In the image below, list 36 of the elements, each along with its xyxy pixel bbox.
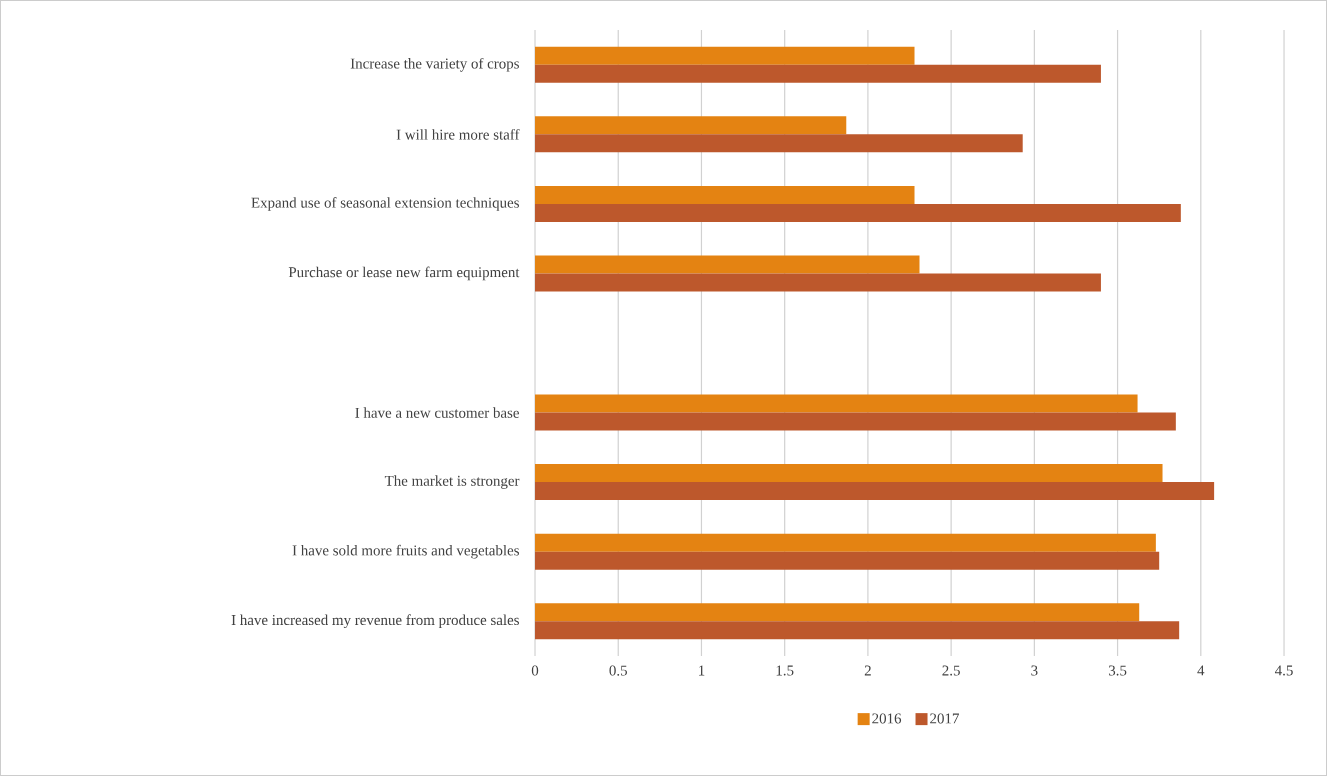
- bar: [535, 482, 1215, 501]
- bar: [535, 116, 847, 135]
- bar: [535, 134, 1023, 153]
- x-tick-label: 4.5: [1274, 665, 1293, 676]
- x-tick-label: 2.5: [942, 665, 960, 676]
- bar: [535, 64, 1101, 83]
- bar: [535, 46, 915, 65]
- bar: [535, 551, 1160, 570]
- y-tick-label: I have sold more fruits and vegetables: [292, 544, 519, 559]
- bar: [535, 533, 1156, 552]
- bar: [535, 621, 1180, 640]
- y-tick-label: The market is stronger: [384, 475, 520, 489]
- x-tick-label: 2: [864, 665, 871, 676]
- bar: [535, 464, 1163, 483]
- bar: [535, 394, 1138, 413]
- y-tick-label: I have increased my revenue from produce sales: [231, 614, 519, 629]
- legend-label: 2016: [872, 713, 902, 724]
- x-tick-label: 3: [1031, 665, 1038, 676]
- bar: [535, 273, 1101, 292]
- legend-label: 2017: [930, 713, 959, 724]
- y-tick-label: Increase the variety of crops: [350, 57, 519, 72]
- x-tick-label: 1.5: [776, 665, 794, 676]
- x-tick-label: 1: [699, 665, 705, 676]
- y-tick-label: Expand use of seasonal extension techniques: [251, 197, 519, 211]
- bar: [535, 255, 920, 274]
- y-tick-label: Purchase or lease new farm equipment: [288, 266, 520, 281]
- bar: [535, 203, 1181, 222]
- x-tick-label: 4: [1197, 665, 1205, 676]
- y-tick-label: I have a new customer base: [355, 407, 519, 418]
- x-tick-label: 0: [531, 665, 539, 676]
- x-tick-label: 0.5: [609, 665, 627, 676]
- x-tick-label: 3.5: [1108, 665, 1127, 676]
- bar: [535, 412, 1176, 431]
- bar: [535, 185, 915, 204]
- bar: [535, 603, 1140, 622]
- y-tick-label: I will hire more staff: [396, 129, 520, 140]
